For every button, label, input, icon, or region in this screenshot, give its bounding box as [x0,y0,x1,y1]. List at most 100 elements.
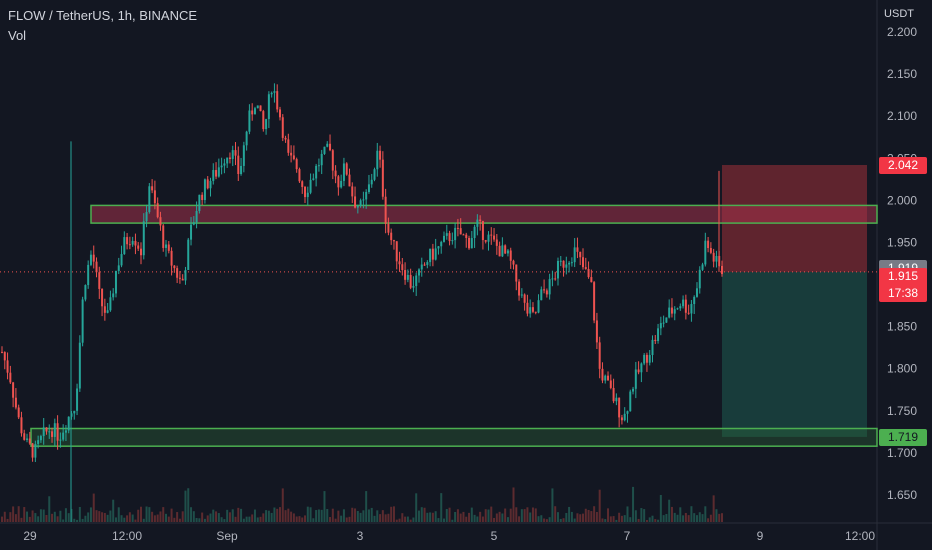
volume-bar [531,507,534,522]
volume-bar [562,518,565,522]
volume-bar [6,518,9,522]
volume-bar [431,512,434,522]
volume-bar [148,507,151,522]
volume-bar [73,518,76,522]
candle-body [534,311,537,313]
volume-bar [37,516,40,522]
candle-body [629,391,632,412]
volume-bar [51,513,54,522]
candle-body [103,306,106,313]
volume-bar [509,508,512,522]
volume-bar [643,509,646,522]
candle-body [568,262,571,265]
volume-bar [120,515,123,522]
candle-body [356,205,359,208]
price-tick-label: 1.750 [887,404,917,418]
candle-body [342,163,345,181]
time-tick-label: Sep [216,529,238,543]
volume-bar [117,507,120,522]
candle-body [437,246,440,249]
candle-body [329,143,332,151]
candle-body [76,388,79,411]
time-tick-label: 5 [491,529,498,543]
candle-body [506,250,509,254]
volume-bar [590,511,593,522]
volume-bar [415,493,418,522]
candle-body [345,163,348,175]
candle-body [234,150,237,156]
candle-body [693,296,696,305]
volume-bar [601,518,604,522]
volume-bar [217,513,220,522]
candle-body [131,240,134,245]
volume-bar [342,509,345,522]
candle-body [468,238,471,249]
volume-bar [273,507,276,522]
candle-body [231,150,234,159]
volume-bar [559,518,562,522]
candle-body [153,190,156,204]
volume-bar [153,515,156,522]
volume-bar [356,511,359,522]
volume-bar [459,513,462,522]
volume-indicator-label[interactable]: Vol [8,28,27,43]
candle-body [398,261,401,265]
volume-bar [479,511,482,522]
candle-body [390,232,393,241]
candle-body [604,375,607,381]
volume-bar [434,511,437,522]
symbol-title[interactable]: FLOW / TetherUS, 1h, BINANCE [8,8,198,23]
candle-body [481,221,484,241]
volume-bar [384,514,387,522]
volume-bar [178,518,181,522]
candle-body [515,264,518,282]
price-axis[interactable]: 2.2002.1502.1002.0502.0001.9501.9001.850… [887,25,917,502]
volume-bar [437,518,440,522]
volume-bar [81,518,84,522]
volume-bar [390,506,393,522]
candle-body [253,108,256,115]
candle-body [212,170,215,181]
volume-bar [387,513,390,522]
candle-body [651,339,654,356]
candle-body [590,277,593,283]
candle-body [251,110,254,115]
candle-body [109,297,112,311]
candle-body [632,388,635,392]
volume-bars [1,486,723,522]
candle-body [126,237,129,245]
drawing-zones[interactable] [0,165,878,447]
candle-body [401,264,404,271]
volume-bar [45,514,48,522]
volume-bar [114,517,117,522]
volume-bar [676,514,679,522]
candle-body [620,417,623,421]
volume-bar [137,509,140,522]
candle-body [454,227,457,241]
volume-bar [518,516,521,522]
candle-body [39,436,42,441]
candle-body [248,110,251,132]
volume-bar [473,514,476,522]
volume-bar [253,509,256,522]
candle-body [148,186,151,213]
volume-bar [406,516,409,522]
volume-bar [684,512,687,522]
volume-bar [673,512,676,522]
candle-body [518,281,521,296]
volume-bar [481,516,484,522]
candle-body [276,91,279,110]
candle-body [570,262,573,264]
candle-body [334,170,337,177]
candle-body [23,433,26,440]
candle-body [81,299,84,343]
candle-body [654,339,657,342]
time-axis[interactable]: 29 12:00 Sep 3 5 7 9 12:00 [23,529,875,543]
volume-bar [398,518,401,522]
volume-bar [545,519,548,522]
volume-bar [462,511,465,522]
volume-bar [420,507,423,522]
candle-body [607,375,610,381]
volume-bar [690,506,693,522]
